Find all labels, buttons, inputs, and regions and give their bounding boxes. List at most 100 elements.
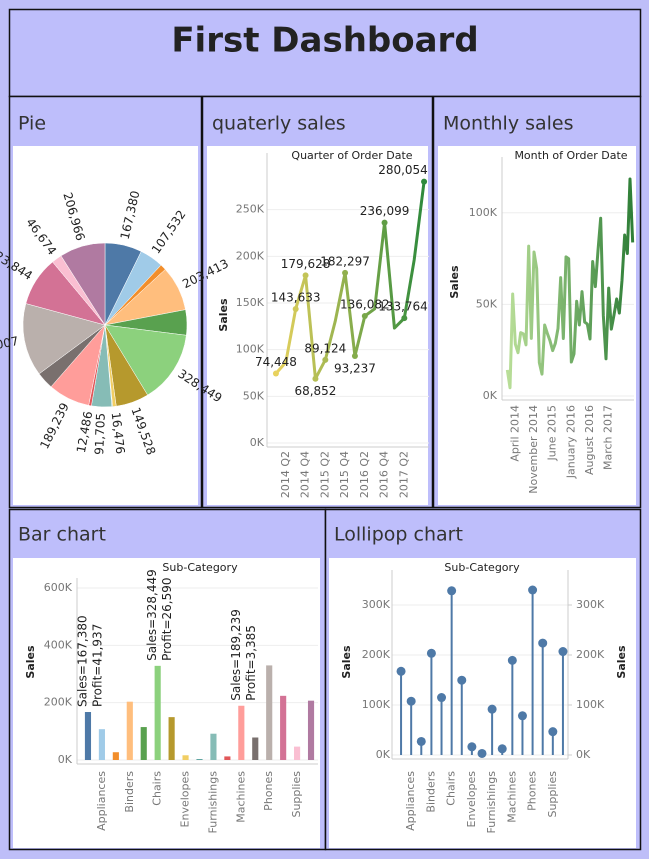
lollipop-head [467, 742, 477, 752]
x-tick-label: 2014 Q4 [299, 451, 312, 498]
lollipop-head [507, 655, 517, 665]
annotation: Profit=26,590 [160, 578, 174, 661]
x-tick-label: 2015 Q4 [338, 451, 351, 498]
bar [252, 737, 259, 760]
data-label: 89,124 [304, 341, 346, 355]
annotation: Sales=167,380 [75, 615, 89, 707]
y-tick-label: 200K [236, 249, 265, 262]
point [421, 178, 428, 185]
x-tick-label: Binders [123, 771, 136, 813]
quarterly-area [207, 146, 428, 505]
bar [168, 717, 175, 760]
y-tick-label: 0K [250, 436, 265, 449]
bar [307, 700, 315, 760]
lollipop-head [528, 585, 538, 595]
bar [210, 733, 217, 760]
point [302, 272, 309, 279]
bar [154, 665, 161, 760]
lollipop-head [406, 696, 416, 706]
data-label: 182,297 [320, 254, 370, 268]
data-label: 16,476 [109, 412, 128, 455]
lollipop-head [548, 727, 558, 737]
axis-header: Month of Order Date [514, 149, 627, 162]
x-tick-label: Binders [424, 771, 437, 813]
annotation: Sales=189,239 [229, 609, 243, 701]
y2-tick-label: 300K [576, 598, 605, 611]
y-tick-label: 600K [44, 581, 73, 594]
x-tick-label: 2016 Q2 [358, 451, 371, 498]
bar [182, 755, 189, 760]
pie-slice [104, 324, 187, 396]
bar [98, 729, 105, 760]
data-label: 68,852 [294, 384, 336, 398]
y-tick-label: 100K [469, 206, 498, 219]
lollipop-head [487, 704, 497, 714]
data-label: 93,237 [334, 361, 376, 375]
y-tick-label: 200K [44, 696, 73, 709]
point [322, 356, 329, 363]
panel-title: quaterly sales [212, 113, 346, 135]
annotation: Profit=3,385 [244, 625, 258, 701]
lollipop-head [517, 711, 527, 721]
panel-title: Monthly sales [443, 113, 574, 135]
lollipop-head [538, 638, 548, 648]
point [342, 269, 349, 276]
lollipop-head [558, 647, 568, 657]
y2-axis-title: Sales [615, 645, 628, 679]
point [401, 315, 408, 322]
panel-title: Bar chart [18, 524, 106, 546]
x-tick-label: Phones [262, 771, 275, 811]
panel-title: Lollipop chart [334, 524, 463, 546]
lollipop-head [447, 586, 457, 596]
lollipop-area [329, 558, 636, 848]
annotation: Sales=328,449 [145, 569, 159, 661]
x-tick-label: Machines [234, 771, 247, 823]
x-tick-label: Machines [505, 771, 518, 823]
bar [224, 756, 231, 760]
data-label: 91,705 [92, 413, 108, 456]
line [274, 181, 426, 381]
pie-slice [60, 242, 106, 326]
bar [84, 712, 92, 760]
line [505, 177, 635, 390]
x-tick-label: 2014 Q2 [279, 451, 292, 498]
x-tick-label: June 2015 [546, 405, 559, 461]
y-axis-title: Sales [217, 298, 230, 332]
x-tick-label: Chairs [445, 771, 458, 806]
x-tick-label: January 2016 [564, 405, 577, 479]
y-tick-label: 0K [58, 753, 73, 766]
y-tick-label: 200K [362, 648, 391, 661]
bar [196, 759, 203, 760]
x-tick-label: Appliances [404, 771, 417, 831]
data-label: 133,764 [378, 300, 428, 314]
panel-title: Pie [18, 113, 46, 135]
x-tick-label: Envelopes [179, 771, 192, 828]
lollipop-head [416, 736, 426, 746]
data-label: 74,448 [255, 355, 297, 369]
y2-tick-label: 0K [576, 748, 591, 761]
y2-tick-label: 100K [576, 698, 605, 711]
x-tick-label: 2016 Q4 [378, 451, 391, 498]
dashboard-title: First Dashboard [171, 21, 478, 61]
point [312, 375, 319, 382]
x-tick-label: Chairs [151, 771, 164, 806]
x-tick-label: Furnishings [206, 771, 219, 834]
x-tick-label: April 2014 [508, 405, 521, 462]
x-tick-label: Supplies [290, 771, 303, 818]
bar [112, 752, 119, 760]
axis-header: Sub-Category [444, 561, 520, 574]
data-label: 236,099 [360, 204, 410, 218]
bar [140, 727, 147, 760]
y-axis-title: Sales [24, 645, 37, 679]
x-tick-label: Furnishings [485, 771, 498, 834]
pie-slice [22, 303, 106, 375]
y-tick-label: 0K [483, 389, 498, 402]
point [272, 370, 279, 377]
y-tick-label: 50K [476, 297, 498, 310]
bar [126, 701, 133, 760]
point [351, 352, 358, 359]
y-tick-label: 100K [362, 698, 391, 711]
data-label: 136,082 [340, 297, 390, 311]
axis-header: Quarter of Order Date [291, 149, 412, 162]
x-tick-label: Phones [526, 771, 539, 811]
